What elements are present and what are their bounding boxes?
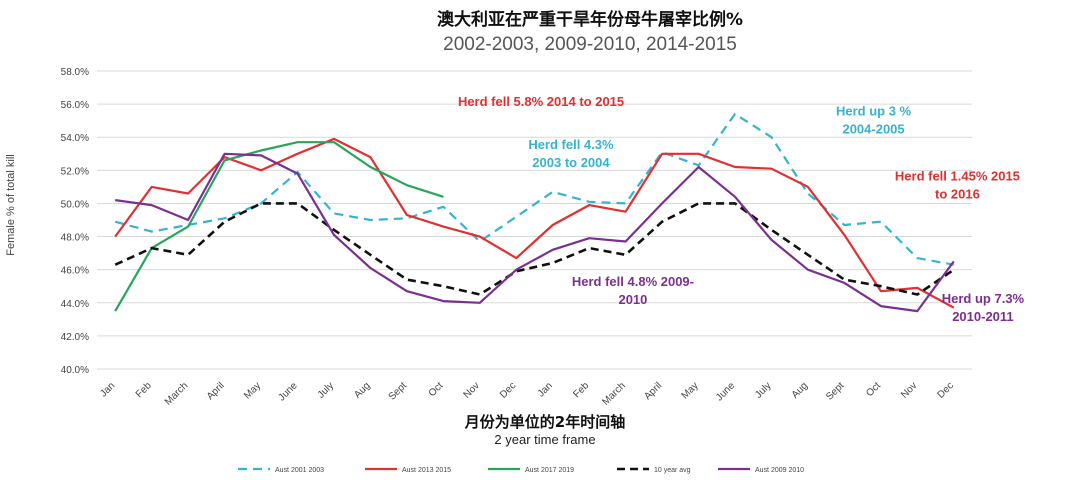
series-line-2 — [114, 141, 444, 312]
x-axis-sublabel: 2 year time frame — [494, 432, 595, 447]
y-tick-label: 44.0% — [61, 299, 89, 310]
annotation-line: Herd fell 5.8% 2014 to 2015 — [458, 94, 624, 109]
x-tick-label: Dec — [498, 380, 518, 400]
x-tick-label: Aug — [790, 380, 810, 400]
y-tick-label: 40.0% — [61, 365, 89, 376]
annotation-line: 2010-2011 — [952, 309, 1013, 324]
x-tick-label: Feb — [134, 380, 154, 400]
series-line-1 — [114, 137, 955, 309]
annotation-line: to 2016 — [935, 186, 980, 201]
legend-label: Aust 2013 2015 — [402, 467, 451, 474]
legend-label: Aust 2017 2019 — [525, 467, 574, 474]
y-axis-label: Female % of total kill — [5, 154, 17, 255]
x-tick-label: May — [242, 380, 263, 401]
y-tick-label: 56.0% — [61, 100, 89, 111]
legend-label: Aust 2001 2003 — [275, 467, 324, 474]
annotation-0: Herd fell 5.8% 2014 to 2015 — [458, 94, 624, 109]
x-tick-label: May — [680, 380, 701, 401]
legend-label: 10 year avg — [654, 467, 691, 474]
x-axis-label: 月份为单位的2年时间轴 — [464, 413, 625, 431]
annotation-1: Herd fell 4.3% 2003 to 2004 — [528, 137, 614, 170]
x-axis-ticks: Jan Feb March April May June July Aug Sept Oct Nov… — [98, 380, 956, 408]
x-tick-label: Jan — [98, 380, 117, 399]
annotation-line: Herd up 3 % — [836, 104, 912, 119]
legend: Aust 2001 2003 Aust 2013 2015 Aust 2017 20… — [238, 467, 804, 474]
x-tick-label: Oct — [864, 380, 883, 399]
annotation-3: Herd fell 1.45% 2015 to 2016 — [895, 168, 1020, 201]
x-tick-label: June — [714, 380, 737, 403]
series-line-4 — [115, 152, 955, 313]
y-tick-label: 50.0% — [61, 199, 89, 210]
x-tick-label: Sept — [824, 380, 846, 402]
y-tick-label: 52.0% — [61, 166, 89, 177]
x-tick-label: Nov — [899, 380, 919, 400]
x-tick-label: June — [277, 380, 300, 403]
x-tick-label: Nov — [462, 380, 482, 400]
annotation-line: 2004-2005 — [842, 122, 904, 137]
annotation-line: Herd up 7.3% — [942, 291, 1025, 306]
annotation-line: 2003 to 2004 — [532, 155, 610, 170]
series-line-0 — [114, 112, 954, 266]
x-tick-label: Feb — [571, 380, 591, 400]
y-axis-ticks: 40.0% 42.0% 44.0% 46.0% 48.0% 50.0% 52.0% 54.0%… — [61, 67, 89, 376]
y-tick-label: 42.0% — [61, 332, 89, 343]
annotations: Herd fell 5.8% 2014 to 2015 Herd fell 4.3… — [458, 94, 1025, 324]
y-tick-label: 46.0% — [61, 266, 89, 277]
x-tick-label: July — [316, 380, 336, 400]
x-tick-label: Jan — [536, 380, 555, 399]
legend-label: Aust 2009 2010 — [755, 467, 804, 474]
annotation-line: Herd fell 4.3% — [528, 137, 614, 152]
x-tick-label: Oct — [427, 380, 446, 399]
x-tick-label: Sept — [387, 380, 409, 402]
x-tick-label: April — [642, 380, 664, 402]
y-tick-label: 58.0% — [61, 67, 89, 78]
x-tick-label: Dec — [936, 380, 956, 400]
x-tick-label: Aug — [352, 380, 372, 400]
chart-subtitle: 2002-2003, 2009-2010, 2014-2015 — [443, 34, 737, 55]
annotation-line: Herd fell 4.8% 2009- — [572, 274, 694, 289]
y-tick-label: 54.0% — [61, 133, 89, 144]
y-tick-label: 48.0% — [61, 233, 89, 244]
annotation-5: Herd up 7.3% 2010-2011 — [942, 291, 1025, 324]
annotation-line: 2010 — [618, 292, 647, 307]
series-line-3 — [114, 202, 955, 296]
annotation-line: Herd fell 1.45% 2015 — [895, 168, 1020, 183]
annotation-4: Herd fell 4.8% 2009- 2010 — [572, 274, 694, 307]
x-tick-label: March — [600, 380, 627, 407]
chart-title: 澳大利亚在严重干旱年份母牛屠宰比例% — [437, 9, 743, 30]
annotation-2: Herd up 3 % 2004-2005 — [836, 104, 912, 137]
x-tick-label: April — [205, 380, 227, 402]
x-tick-label: July — [753, 380, 773, 400]
x-tick-label: March — [163, 380, 190, 407]
series-lines — [114, 112, 955, 313]
